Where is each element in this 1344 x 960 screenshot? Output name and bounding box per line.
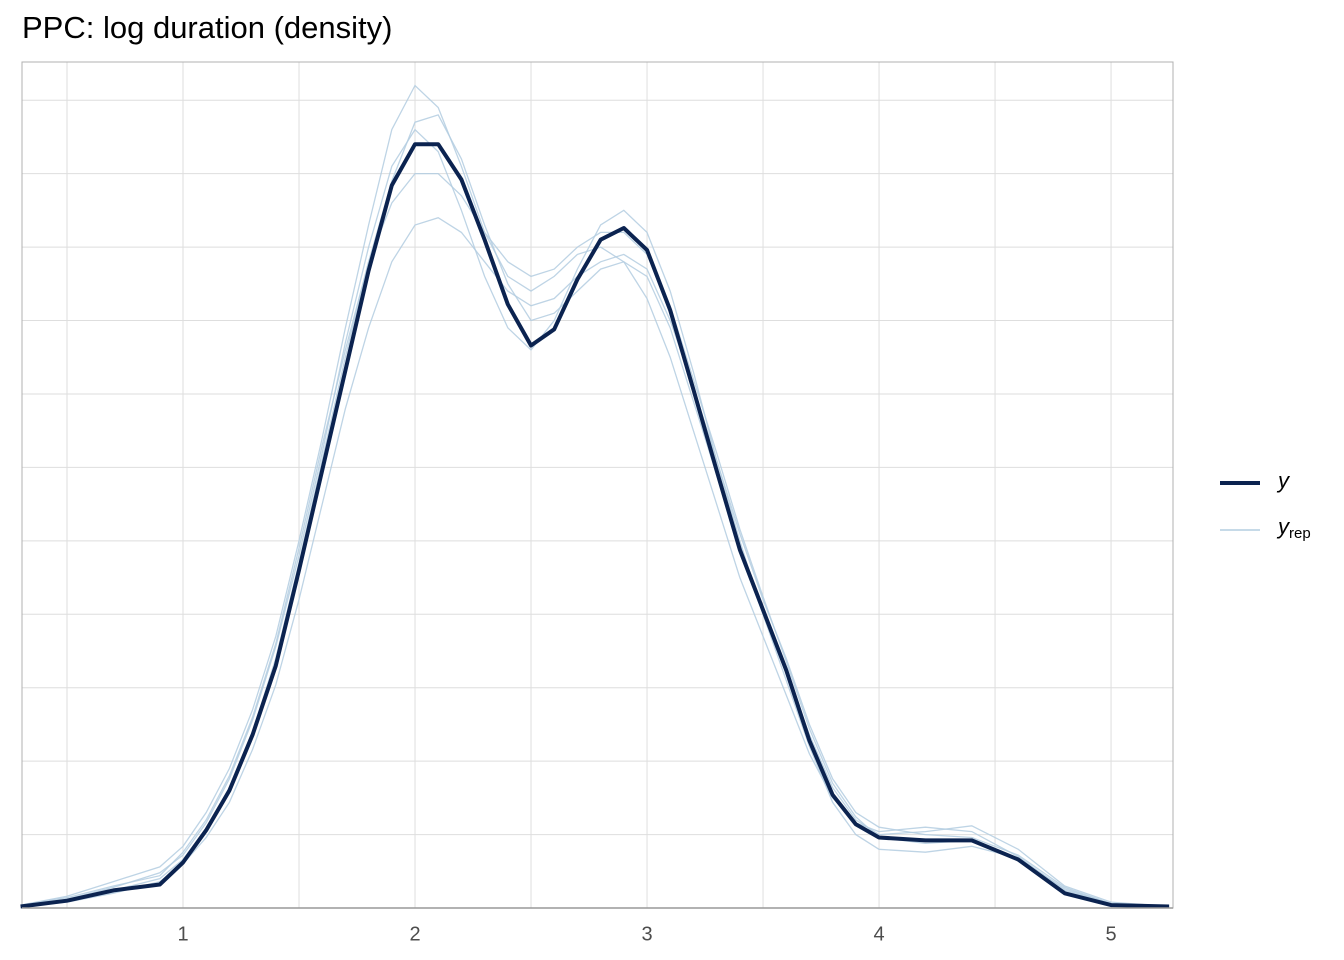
- x-tick-label: 1: [177, 923, 188, 945]
- chart-title: PPC: log duration (density): [22, 10, 392, 45]
- legend-label: y: [1276, 468, 1291, 493]
- legend-label-main: y: [1276, 514, 1291, 539]
- yrep-line: [20, 84, 1170, 908]
- yrep-line: [20, 128, 1170, 908]
- yrep-line: [20, 172, 1170, 908]
- x-tick-label: 5: [1105, 923, 1116, 945]
- legend-label: yrep: [1276, 514, 1311, 542]
- x-tick-label: 2: [409, 923, 420, 945]
- panel-border: [21, 61, 1174, 909]
- yrep-line: [20, 216, 1170, 908]
- x-tick-label: 4: [873, 923, 884, 945]
- yrep-line: [20, 114, 1170, 908]
- x-tick-label: 3: [641, 923, 652, 945]
- y-line: [20, 142, 1170, 909]
- legend-label-sub: rep: [1289, 525, 1311, 542]
